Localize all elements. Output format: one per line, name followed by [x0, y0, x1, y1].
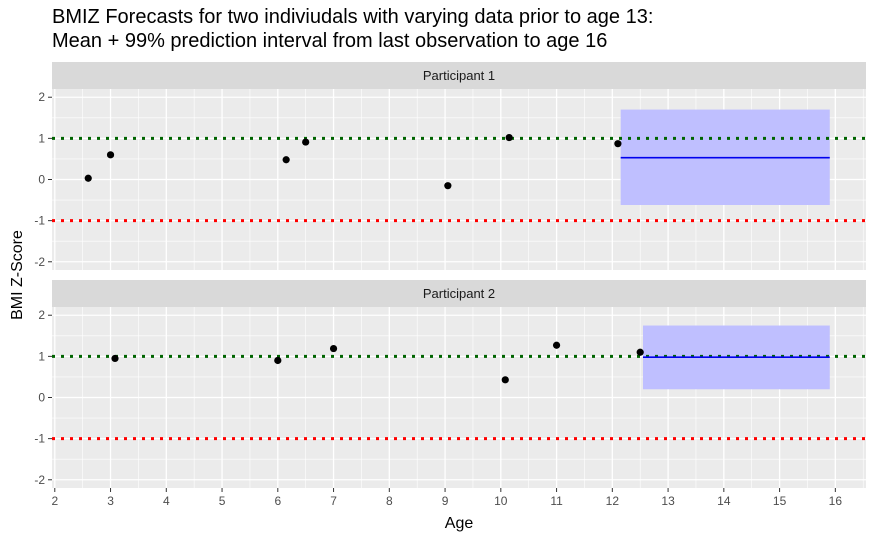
panel-1-data-point — [302, 138, 310, 146]
x-tick-label: 3 — [107, 494, 114, 508]
panel-1-strip-label: Participant 1 — [423, 68, 495, 83]
panel-2-y-tick-label: -1 — [34, 432, 45, 446]
x-tick-label: 5 — [219, 494, 226, 508]
panel-2-data-point — [274, 356, 282, 365]
panel-2-y-tick-label: 0 — [38, 391, 45, 405]
panel-2-data-point — [501, 376, 509, 384]
panel-1-data-point — [614, 140, 622, 148]
x-tick-label: 13 — [661, 494, 675, 508]
x-tick-label: 6 — [274, 494, 281, 508]
chart-title: BMIZ Forecasts for two indiviudals with … — [52, 6, 654, 28]
x-tick-label: 10 — [494, 494, 508, 508]
panel-2-y-tick-label: 2 — [38, 308, 45, 322]
x-axis-title: Age — [445, 515, 474, 532]
chart-subtitle: Mean + 99% prediction interval from last… — [52, 30, 608, 52]
panel-2-data-point — [636, 348, 644, 356]
x-tick-label: 14 — [717, 494, 731, 508]
panel-1-y-tick-label: 1 — [38, 131, 45, 145]
x-tick-label: 7 — [330, 494, 337, 508]
panel-1-y-tick-label: 0 — [38, 173, 45, 187]
panel-2-strip-label: Participant 2 — [423, 286, 495, 301]
panel-1-y-tick-label: 2 — [38, 90, 45, 104]
panel-1-y-tick-label: -2 — [34, 255, 45, 269]
panel-1-data-point — [84, 174, 92, 182]
x-tick-label: 15 — [773, 494, 787, 508]
x-tick-label: 12 — [606, 494, 620, 508]
panel-1-strip — [52, 62, 866, 89]
panel-2-data-point — [552, 341, 561, 349]
x-tick-label: 8 — [386, 494, 393, 508]
panel-1-data-point — [282, 156, 290, 164]
x-tick-label: 2 — [51, 494, 58, 508]
panel-1-y-tick-label: -1 — [34, 214, 45, 228]
panel-2-data-point — [111, 354, 119, 363]
panel-1-data-point — [444, 182, 452, 190]
panel-1-data-point — [505, 133, 513, 142]
x-tick-label: 4 — [163, 494, 170, 508]
panel-2-data-point — [329, 344, 338, 353]
x-tick-label: 11 — [550, 494, 563, 508]
panel-2-y-tick-label: -2 — [34, 473, 45, 487]
panel-2-y-tick-label: 1 — [38, 349, 45, 363]
panel-2-strip — [52, 280, 866, 307]
panel-1-data-point — [106, 151, 115, 159]
y-axis-title: BMI Z-Score — [9, 230, 26, 320]
x-tick-label: 16 — [829, 494, 843, 508]
x-tick-label: 9 — [442, 494, 449, 508]
